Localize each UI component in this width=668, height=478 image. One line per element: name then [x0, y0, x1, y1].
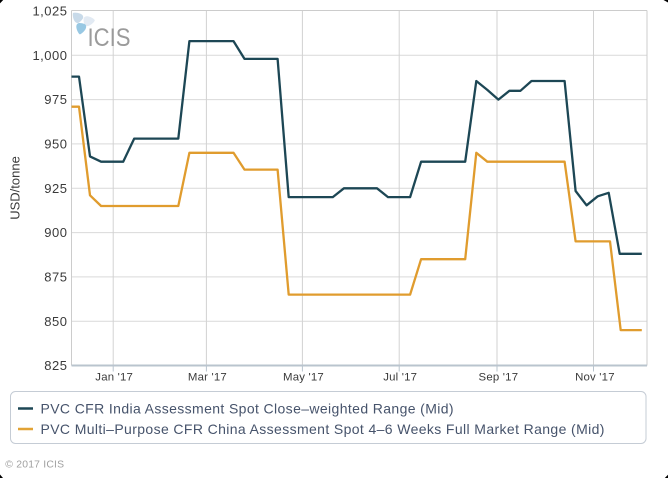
svg-text:ICIS: ICIS [88, 24, 131, 52]
svg-text:PVC CFR India Assessment Spot: PVC CFR India Assessment Spot Close–weig… [41, 401, 454, 417]
svg-text:950: 950 [44, 137, 67, 152]
svg-text:850: 850 [44, 314, 67, 329]
svg-text:1,000: 1,000 [32, 48, 67, 63]
svg-text:May '17: May '17 [283, 372, 324, 384]
svg-text:Jul '17: Jul '17 [383, 372, 417, 384]
svg-text:Mar '17: Mar '17 [188, 372, 227, 384]
svg-text:825: 825 [44, 358, 67, 373]
svg-text:975: 975 [44, 92, 67, 107]
svg-text:Nov '17: Nov '17 [575, 372, 615, 384]
svg-text:875: 875 [44, 270, 67, 285]
svg-text:Jan '17: Jan '17 [95, 372, 133, 384]
svg-text:USD/tonne: USD/tonne [8, 156, 23, 220]
svg-text:925: 925 [44, 181, 67, 196]
svg-text:© 2017 ICIS: © 2017 ICIS [5, 460, 64, 471]
svg-text:1,025: 1,025 [32, 4, 67, 19]
svg-text:PVC Multi–Purpose CFR China As: PVC Multi–Purpose CFR China Assessment S… [41, 421, 605, 437]
svg-text:900: 900 [44, 225, 67, 240]
svg-text:Sep '17: Sep '17 [479, 372, 519, 384]
